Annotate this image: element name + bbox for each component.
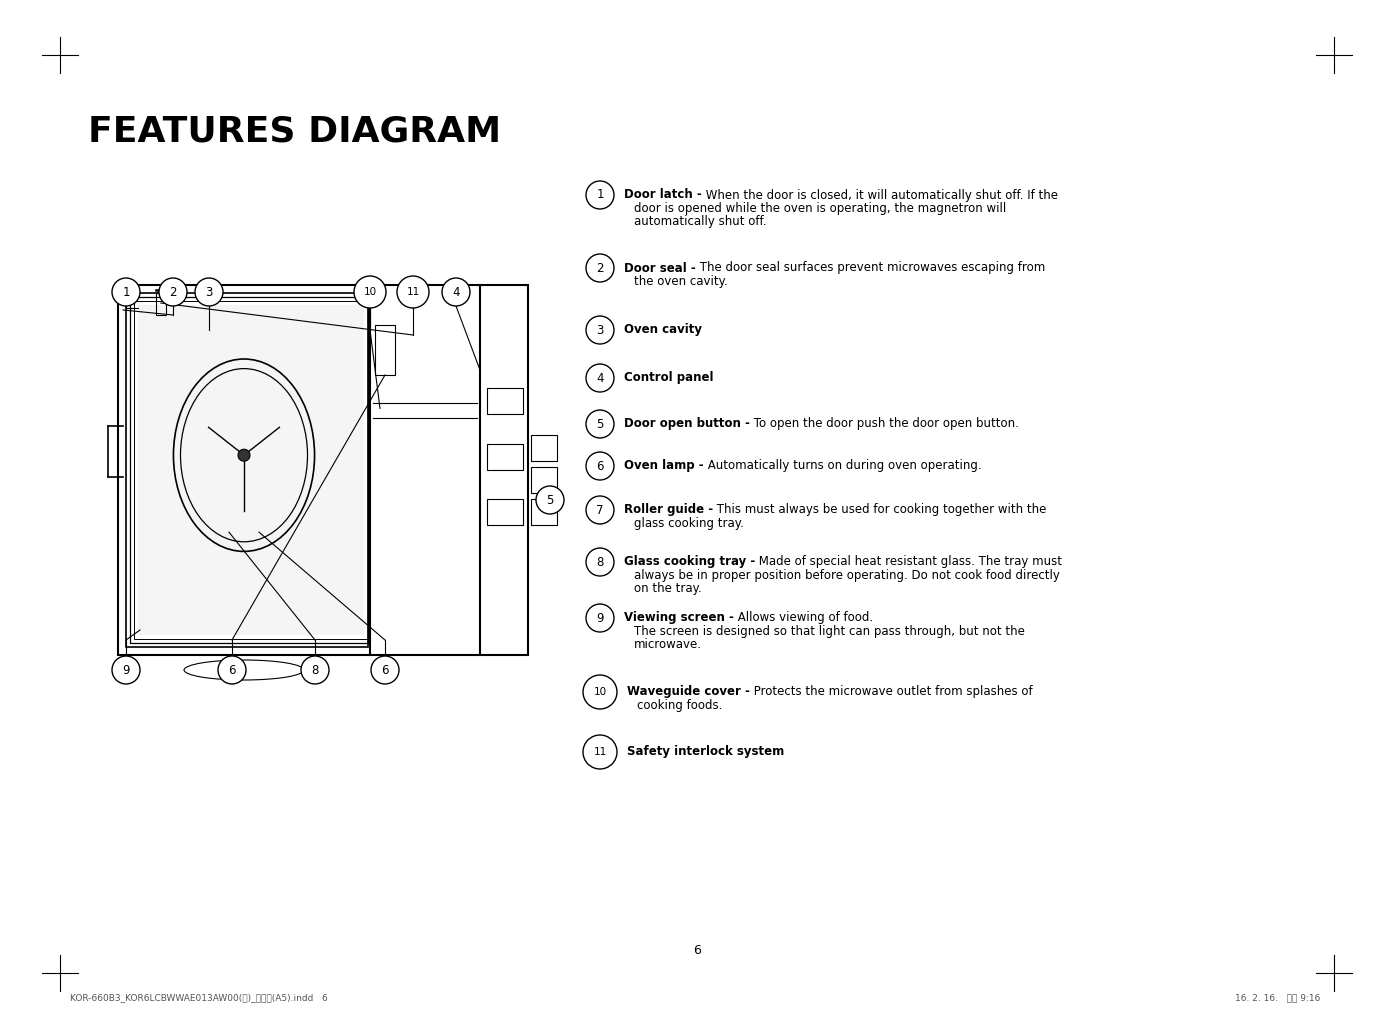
Text: 9: 9: [597, 612, 604, 624]
Bar: [118, 285, 528, 655]
Text: 1: 1: [123, 286, 130, 298]
Text: glass cooking tray.: glass cooking tray.: [634, 517, 744, 529]
Text: 11: 11: [407, 287, 420, 297]
Text: 4: 4: [597, 371, 604, 384]
Text: KOR-660B3_KOR6LCBWWAE013AW00(영)_미주향(A5).indd   6: KOR-660B3_KOR6LCBWWAE013AW00(영)_미주향(A5).…: [70, 993, 328, 1002]
Text: microwave.: microwave.: [634, 637, 703, 651]
Text: door is opened while the oven is operating, the magnetron will: door is opened while the oven is operati…: [634, 201, 1006, 215]
Text: Door seal -: Door seal -: [625, 261, 696, 274]
Circle shape: [371, 656, 399, 684]
Bar: [531, 499, 558, 525]
Bar: [134, 301, 368, 639]
Text: Door latch -: Door latch -: [625, 188, 701, 201]
Bar: [130, 297, 368, 642]
Text: The door seal surfaces prevent microwaves escaping from: The door seal surfaces prevent microwave…: [696, 261, 1046, 274]
Text: 9: 9: [123, 663, 130, 676]
Circle shape: [159, 278, 187, 306]
Text: 2: 2: [169, 286, 177, 298]
Text: The screen is designed so that light can pass through, but not the: The screen is designed so that light can…: [634, 625, 1025, 637]
Circle shape: [585, 364, 613, 392]
Bar: [487, 500, 523, 525]
Text: Safety interlock system: Safety interlock system: [627, 745, 785, 759]
Text: 10: 10: [364, 287, 376, 297]
Text: Glass cooking tray -: Glass cooking tray -: [625, 555, 756, 568]
Text: 11: 11: [594, 747, 606, 757]
Circle shape: [537, 486, 565, 514]
Text: FEATURES DIAGRAM: FEATURES DIAGRAM: [88, 115, 500, 149]
Text: Oven cavity: Oven cavity: [625, 324, 703, 336]
Circle shape: [238, 449, 250, 462]
Circle shape: [585, 548, 613, 576]
Text: always be in proper position before operating. Do not cook food directly: always be in proper position before oper…: [634, 568, 1059, 582]
Text: 2: 2: [597, 261, 604, 274]
Circle shape: [585, 410, 613, 438]
Circle shape: [397, 276, 429, 308]
Text: Waveguide cover -: Waveguide cover -: [627, 686, 750, 698]
Circle shape: [112, 278, 139, 306]
Circle shape: [585, 452, 613, 480]
Circle shape: [583, 735, 618, 769]
Circle shape: [301, 656, 329, 684]
Bar: [138, 305, 364, 635]
Text: Viewing screen -: Viewing screen -: [625, 612, 733, 624]
Bar: [531, 435, 558, 461]
Circle shape: [354, 276, 386, 308]
Text: automatically shut off.: automatically shut off.: [634, 215, 767, 228]
Circle shape: [583, 675, 618, 709]
Circle shape: [585, 181, 613, 209]
Text: To open the door push the door open button.: To open the door push the door open butt…: [750, 417, 1019, 431]
Text: Door open button -: Door open button -: [625, 417, 750, 431]
Text: This must always be used for cooking together with the: This must always be used for cooking tog…: [714, 504, 1047, 516]
Text: the oven cavity.: the oven cavity.: [634, 274, 728, 288]
Text: 16. 2. 16.   오전 9:16: 16. 2. 16. 오전 9:16: [1235, 993, 1320, 1002]
Circle shape: [112, 656, 139, 684]
Bar: [156, 293, 166, 315]
Circle shape: [195, 278, 223, 306]
Text: Oven lamp -: Oven lamp -: [625, 460, 704, 473]
Text: 10: 10: [594, 687, 606, 697]
Text: 3: 3: [205, 286, 213, 298]
Text: 7: 7: [597, 504, 604, 516]
Text: 3: 3: [597, 324, 604, 336]
Text: 6: 6: [693, 944, 701, 956]
Circle shape: [442, 278, 470, 306]
Text: 6: 6: [381, 663, 389, 676]
Text: cooking foods.: cooking foods.: [637, 699, 722, 711]
Text: When the door is closed, it will automatically shut off. If the: When the door is closed, it will automat…: [701, 188, 1058, 201]
Text: 4: 4: [452, 286, 460, 298]
Circle shape: [585, 254, 613, 282]
Text: on the tray.: on the tray.: [634, 582, 701, 595]
Bar: [375, 325, 395, 375]
Text: Control panel: Control panel: [625, 371, 714, 384]
Circle shape: [585, 604, 613, 632]
Bar: [487, 389, 523, 414]
Text: 6: 6: [229, 663, 236, 676]
Circle shape: [585, 316, 613, 344]
Bar: [531, 467, 558, 493]
Text: Allows viewing of food.: Allows viewing of food.: [733, 612, 873, 624]
Text: 8: 8: [311, 663, 319, 676]
Text: Protects the microwave outlet from splashes of: Protects the microwave outlet from splas…: [750, 686, 1033, 698]
Bar: [487, 444, 523, 470]
Text: Automatically turns on during oven operating.: Automatically turns on during oven opera…: [704, 460, 981, 473]
Text: 6: 6: [597, 460, 604, 473]
Text: 5: 5: [546, 493, 553, 507]
Text: Made of special heat resistant glass. The tray must: Made of special heat resistant glass. Th…: [756, 555, 1062, 568]
Circle shape: [217, 656, 245, 684]
Text: 5: 5: [597, 417, 604, 431]
Bar: [125, 293, 368, 647]
Text: 8: 8: [597, 555, 604, 568]
Text: 1: 1: [597, 188, 604, 201]
Text: Roller guide -: Roller guide -: [625, 504, 714, 516]
Circle shape: [585, 495, 613, 524]
